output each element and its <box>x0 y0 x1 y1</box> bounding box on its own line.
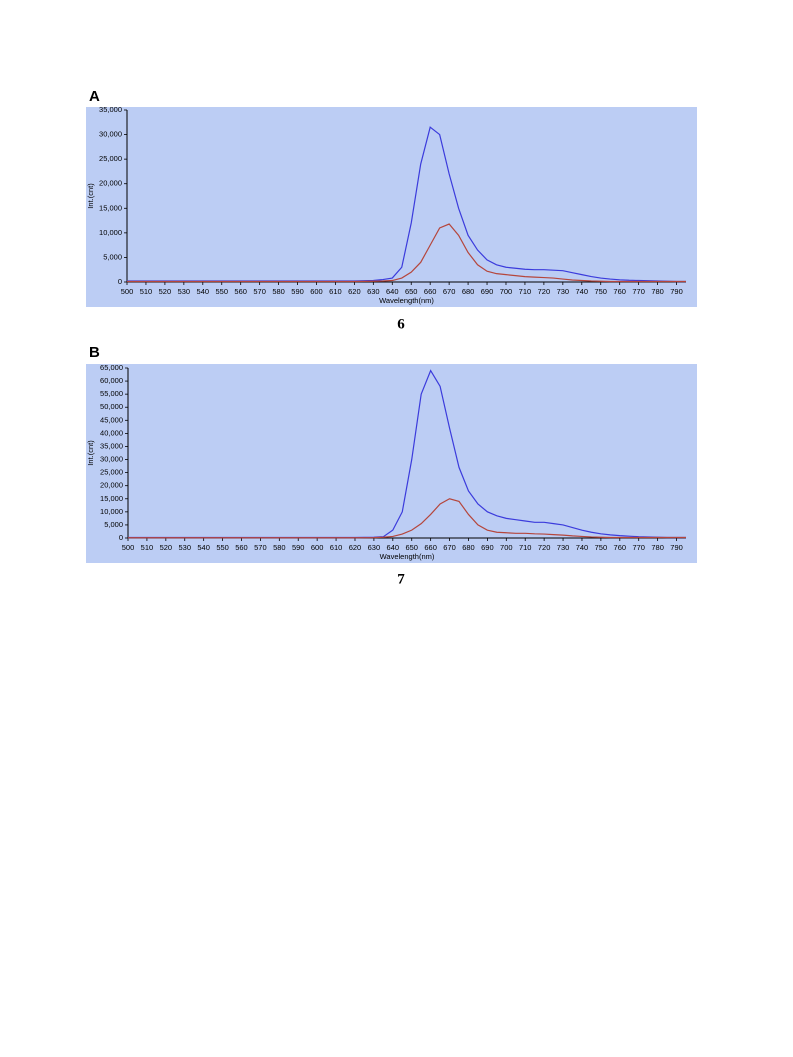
y-tick-label: 60,000 <box>100 376 123 385</box>
x-tick-label: 720 <box>538 543 551 552</box>
y-tick-label: 35,000 <box>100 441 123 450</box>
x-tick-label: 670 <box>443 287 456 296</box>
x-tick-label: 660 <box>424 287 437 296</box>
x-tick-label: 530 <box>178 543 191 552</box>
x-tick-label: 590 <box>292 543 305 552</box>
y-tick-label: 25,000 <box>100 468 123 477</box>
x-tick-label: 690 <box>481 543 494 552</box>
plot-background <box>86 107 697 307</box>
caption: 6 <box>397 316 405 332</box>
y-axis-title: Int.(cnt) <box>86 440 95 466</box>
x-tick-label: 610 <box>330 543 343 552</box>
x-tick-label: 610 <box>329 287 342 296</box>
x-tick-label: 750 <box>595 543 608 552</box>
y-tick-label: 65,000 <box>100 363 123 372</box>
x-tick-label: 560 <box>234 287 247 296</box>
x-tick-label: 520 <box>160 543 173 552</box>
x-tick-label: 690 <box>481 287 494 296</box>
y-tick-label: 50,000 <box>100 402 123 411</box>
x-tick-label: 710 <box>519 287 532 296</box>
y-tick-label: 25,000 <box>99 154 122 163</box>
y-tick-label: 30,000 <box>99 130 122 139</box>
x-tick-label: 510 <box>140 287 153 296</box>
x-tick-label: 570 <box>254 543 267 552</box>
y-tick-label: 10,000 <box>99 228 122 237</box>
x-tick-label: 730 <box>557 287 570 296</box>
x-tick-label: 630 <box>368 543 381 552</box>
x-tick-label: 740 <box>576 543 589 552</box>
x-tick-label: 530 <box>178 287 191 296</box>
x-tick-label: 590 <box>291 287 304 296</box>
y-tick-label: 40,000 <box>100 428 123 437</box>
x-tick-label: 680 <box>462 287 475 296</box>
x-tick-label: 540 <box>197 543 210 552</box>
x-tick-label: 560 <box>235 543 248 552</box>
x-tick-label: 780 <box>651 287 664 296</box>
x-tick-label: 600 <box>310 287 323 296</box>
panel-label: A <box>89 88 100 105</box>
x-tick-label: 520 <box>159 287 172 296</box>
y-tick-label: 15,000 <box>99 203 122 212</box>
caption: 7 <box>397 571 405 587</box>
x-tick-label: 700 <box>500 543 513 552</box>
y-tick-label: 10,000 <box>100 507 123 516</box>
y-tick-label: 0 <box>119 533 123 542</box>
x-tick-label: 720 <box>538 287 551 296</box>
x-tick-label: 760 <box>613 287 626 296</box>
x-tick-label: 770 <box>632 543 645 552</box>
x-axis-title: Wavelength(nm) <box>379 296 434 305</box>
x-tick-label: 670 <box>443 543 456 552</box>
x-tick-label: 760 <box>614 543 627 552</box>
x-tick-label: 700 <box>500 287 513 296</box>
x-axis-title: Wavelength(nm) <box>380 552 435 561</box>
x-tick-label: 650 <box>405 287 418 296</box>
x-tick-label: 620 <box>348 287 361 296</box>
x-tick-label: 790 <box>670 287 683 296</box>
y-tick-label: 5,000 <box>104 520 123 529</box>
x-tick-label: 790 <box>670 543 683 552</box>
x-tick-label: 780 <box>651 543 664 552</box>
x-tick-label: 580 <box>272 287 285 296</box>
x-tick-label: 550 <box>215 287 228 296</box>
x-tick-label: 650 <box>405 543 418 552</box>
y-tick-label: 5,000 <box>103 252 122 261</box>
y-tick-label: 55,000 <box>100 389 123 398</box>
y-tick-label: 30,000 <box>100 455 123 464</box>
x-tick-label: 660 <box>424 543 437 552</box>
y-tick-label: 45,000 <box>100 415 123 424</box>
x-tick-label: 630 <box>367 287 380 296</box>
panel-label: B <box>89 344 100 361</box>
x-tick-label: 570 <box>253 287 266 296</box>
x-tick-label: 550 <box>216 543 229 552</box>
y-tick-label: 35,000 <box>99 105 122 114</box>
y-tick-label: 20,000 <box>99 179 122 188</box>
x-tick-label: 740 <box>576 287 589 296</box>
y-tick-label: 15,000 <box>100 494 123 503</box>
x-tick-label: 710 <box>519 543 532 552</box>
x-tick-label: 680 <box>462 543 475 552</box>
x-tick-label: 620 <box>349 543 362 552</box>
x-tick-label: 750 <box>594 287 607 296</box>
data-line <box>128 498 686 539</box>
x-tick-label: 770 <box>632 287 645 296</box>
y-tick-label: 0 <box>118 277 122 286</box>
x-tick-label: 500 <box>121 287 134 296</box>
y-axis-title: Int.(cnt) <box>86 183 95 209</box>
x-tick-label: 730 <box>557 543 570 552</box>
y-tick-label: 20,000 <box>100 481 123 490</box>
x-tick-label: 500 <box>122 543 135 552</box>
data-line <box>127 223 686 283</box>
x-tick-label: 580 <box>273 543 286 552</box>
x-tick-label: 600 <box>311 543 324 552</box>
x-tick-label: 640 <box>386 287 399 296</box>
x-tick-label: 640 <box>387 543 400 552</box>
x-tick-label: 510 <box>141 543 154 552</box>
x-tick-label: 540 <box>197 287 210 296</box>
plot-background <box>86 364 697 563</box>
